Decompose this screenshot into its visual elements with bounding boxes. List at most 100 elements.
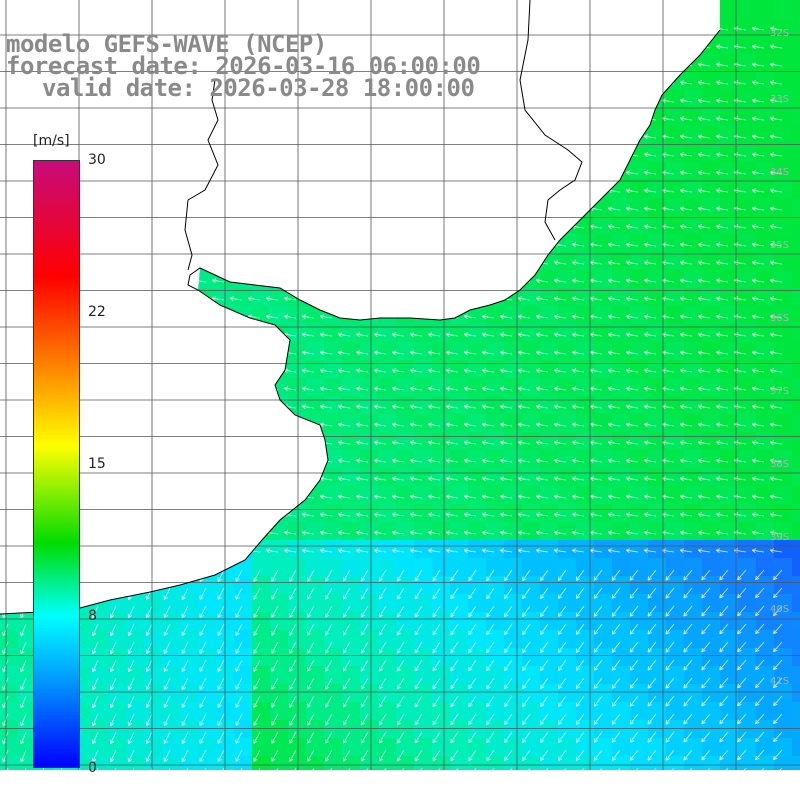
wind-arrow (409, 422, 423, 427)
wind-cell (324, 540, 342, 558)
wind-cell (648, 288, 666, 306)
wind-arrow (629, 713, 639, 725)
wind-cell (432, 666, 450, 684)
wind-cell (486, 414, 504, 432)
wind-cell (270, 576, 288, 594)
wind-cell (558, 738, 576, 756)
wind-arrow (109, 677, 117, 691)
wind-arrow (629, 677, 639, 689)
wind-cell (702, 90, 720, 108)
wind-arrow (486, 713, 495, 726)
wind-cell (252, 612, 270, 630)
wind-cell (774, 594, 792, 612)
wind-arrow (378, 569, 387, 582)
wind-arrow (145, 677, 153, 691)
wind-cell (702, 738, 720, 756)
wind-cell (468, 648, 486, 666)
wind-arrow (540, 641, 549, 653)
wind-cell (306, 306, 324, 324)
wind-cell (702, 504, 720, 522)
wind-arrow (647, 569, 657, 581)
wind-cell (558, 666, 576, 684)
wind-arrow (301, 368, 315, 373)
wind-cell (612, 414, 630, 432)
wind-arrow (737, 749, 747, 761)
wind-arrow (751, 278, 765, 283)
wind-arrow (607, 422, 621, 427)
wind-arrow (607, 530, 621, 535)
wind-cell (360, 702, 378, 720)
wind-cell (468, 306, 486, 324)
wind-cell (396, 504, 414, 522)
wind-arrow (499, 458, 513, 463)
wind-cell (288, 306, 306, 324)
wind-cell (702, 234, 720, 252)
wind-cell (720, 486, 738, 504)
wind-arrow (611, 605, 621, 617)
wind-cell (432, 594, 450, 612)
wind-cell (756, 216, 774, 234)
wind-cell (378, 342, 396, 360)
wind-arrow (307, 605, 315, 618)
wind-arrow (589, 404, 603, 409)
wind-cell (576, 594, 594, 612)
wind-arrow (253, 659, 261, 672)
wind-arrow (769, 458, 783, 463)
wind-cell (0, 666, 18, 684)
wind-arrow (611, 569, 621, 581)
wind-arrow (540, 713, 549, 725)
wind-arrow (535, 422, 549, 427)
wind-arrow (647, 749, 657, 761)
wind-cell (468, 558, 486, 576)
wind-cell (306, 630, 324, 648)
wind-arrow (737, 695, 747, 707)
wind-arrow (679, 278, 693, 283)
wind-cell (432, 720, 450, 738)
wind-arrow (751, 44, 765, 49)
wind-arrow (697, 170, 711, 175)
wind-arrow (558, 569, 567, 581)
wind-cell (198, 738, 216, 756)
wind-arrow (499, 332, 513, 337)
wind-cell (378, 468, 396, 486)
wind-arrow (522, 587, 531, 600)
wind-cell (648, 630, 666, 648)
wind-cell (432, 540, 450, 558)
wind-arrow (20, 749, 27, 763)
wind-arrow (499, 350, 513, 355)
wind-arrow (199, 749, 207, 762)
wind-cell (360, 648, 378, 666)
wind-arrow (301, 350, 315, 355)
wind-cell (468, 522, 486, 540)
wind-cell (792, 702, 800, 720)
wind-arrow (755, 587, 765, 599)
wind-arrow (683, 659, 693, 671)
wind-arrow (463, 332, 477, 337)
wind-arrow (463, 386, 477, 391)
wind-arrow (468, 623, 477, 636)
colorbar-tick-label: 30 (88, 152, 106, 168)
wind-cell (324, 522, 342, 540)
wind-cell (702, 540, 720, 558)
wind-arrow (463, 368, 477, 373)
wind-arrow (715, 332, 729, 337)
wind-cell (450, 630, 468, 648)
wind-cell (774, 90, 792, 108)
wind-arrow (683, 749, 693, 761)
wind-arrow (463, 404, 477, 409)
wind-arrow (271, 767, 279, 780)
wind-arrow (607, 260, 621, 265)
wind-arrow (571, 296, 585, 301)
wind-arrow (373, 440, 387, 445)
wind-arrow (373, 458, 387, 463)
wind-cell (324, 666, 342, 684)
wind-cell (666, 360, 684, 378)
wind-cell (342, 558, 360, 576)
wind-arrow (715, 206, 729, 211)
wind-arrow (697, 260, 711, 265)
wind-cell (306, 396, 324, 414)
wind-cell (162, 648, 180, 666)
wind-arrow (665, 659, 675, 671)
wind-cell (396, 522, 414, 540)
wind-cell (666, 666, 684, 684)
